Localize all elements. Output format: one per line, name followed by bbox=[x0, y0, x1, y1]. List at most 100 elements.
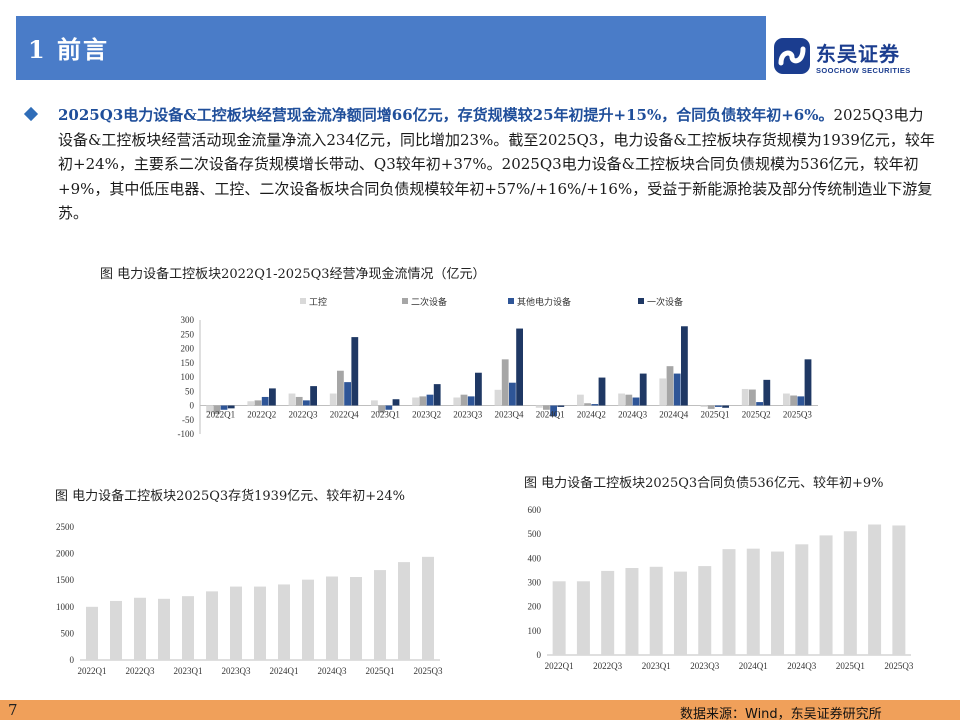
bar bbox=[741, 388, 749, 406]
bar bbox=[632, 397, 640, 406]
bar bbox=[206, 405, 213, 413]
legend-swatch bbox=[300, 298, 306, 304]
bar bbox=[213, 405, 221, 415]
bar bbox=[494, 389, 502, 406]
bar bbox=[804, 359, 812, 406]
bar bbox=[288, 393, 296, 406]
x-tick-label: 2025Q3 bbox=[414, 666, 443, 676]
bar bbox=[700, 405, 708, 407]
bar bbox=[501, 359, 509, 406]
y-tick-label: 1000 bbox=[56, 602, 75, 612]
summary-paragraph: 2025Q3电力设备&工控板块经营现金流净额同增66亿元，存货规模较25年初提升… bbox=[26, 103, 938, 226]
chart2-title: 图 电力设备工控板块2025Q3存货1939亿元、较年初+24% bbox=[55, 489, 406, 504]
summary-block: 2025Q3电力设备&工控板块经营现金流净额同增66亿元，存货规模较25年初提升… bbox=[23, 103, 938, 226]
x-tick-label: 2022Q1 bbox=[545, 661, 574, 671]
bar bbox=[576, 581, 590, 655]
bar bbox=[230, 586, 242, 660]
bar bbox=[681, 326, 688, 406]
y-tick-label: 150 bbox=[181, 358, 195, 368]
bar bbox=[577, 394, 584, 406]
bar bbox=[422, 556, 434, 660]
summary-body: 2025Q3电力设备&工控板块经营活动现金流量净流入234亿元，同比增加23%。… bbox=[58, 106, 935, 222]
bar bbox=[625, 394, 633, 406]
bar bbox=[433, 384, 441, 406]
bar bbox=[398, 562, 410, 660]
bar bbox=[460, 394, 468, 406]
x-tick-label: 2024Q4 bbox=[659, 410, 688, 420]
bar bbox=[892, 525, 906, 655]
bar bbox=[385, 405, 393, 410]
y-tick-label: 100 bbox=[181, 372, 195, 382]
bar bbox=[329, 393, 337, 406]
x-tick-label: 2022Q4 bbox=[330, 410, 359, 420]
legend-label: 其他电力设备 bbox=[517, 296, 571, 307]
bar bbox=[310, 386, 317, 406]
bar bbox=[269, 388, 276, 406]
bar bbox=[722, 405, 729, 408]
y-tick-label: 50 bbox=[185, 386, 195, 396]
bar bbox=[749, 389, 756, 406]
bar bbox=[771, 551, 785, 655]
bar bbox=[220, 405, 228, 410]
legend-label: 二次设备 bbox=[411, 296, 447, 307]
bar bbox=[516, 328, 523, 406]
x-tick-label: 2025Q3 bbox=[884, 661, 913, 671]
bar bbox=[673, 571, 687, 655]
bar bbox=[350, 577, 362, 660]
bar bbox=[756, 402, 763, 406]
footer-bar bbox=[0, 700, 960, 720]
bar bbox=[206, 591, 218, 660]
bar bbox=[344, 382, 351, 406]
x-tick-label: 2023Q3 bbox=[222, 666, 251, 676]
y-tick-label: 1500 bbox=[56, 575, 75, 585]
y-tick-label: 400 bbox=[528, 553, 542, 563]
x-tick-label: 2024Q1 bbox=[739, 661, 768, 671]
bar bbox=[378, 405, 385, 413]
y-tick-label: 2000 bbox=[56, 549, 75, 559]
x-tick-label: 2023Q1 bbox=[371, 410, 400, 420]
x-tick-label: 2022Q1 bbox=[78, 666, 107, 676]
bar bbox=[134, 597, 146, 660]
x-tick-label: 2025Q1 bbox=[836, 661, 865, 671]
y-tick-label: 500 bbox=[61, 628, 75, 638]
x-tick-label: 2022Q3 bbox=[289, 410, 318, 420]
bar bbox=[158, 598, 170, 660]
x-tick-label: 2023Q2 bbox=[412, 410, 441, 420]
y-tick-label: 250 bbox=[181, 329, 195, 339]
legend-swatch bbox=[402, 298, 408, 304]
bar bbox=[374, 570, 386, 660]
bar bbox=[392, 399, 400, 406]
y-tick-label: 0 bbox=[537, 650, 542, 660]
bar bbox=[819, 535, 833, 655]
x-tick-label: 2025Q2 bbox=[742, 410, 771, 420]
x-tick-label: 2022Q1 bbox=[206, 410, 235, 420]
bar bbox=[598, 377, 606, 406]
x-tick-label: 2024Q2 bbox=[577, 410, 606, 420]
bar bbox=[666, 366, 674, 406]
bar bbox=[254, 400, 262, 406]
y-tick-label: 300 bbox=[528, 578, 542, 588]
x-tick-label: 2022Q3 bbox=[126, 666, 155, 676]
bar bbox=[763, 379, 771, 406]
y-tick-label: -100 bbox=[178, 429, 195, 439]
bar bbox=[659, 378, 667, 406]
bar bbox=[722, 549, 736, 655]
header-bar bbox=[16, 16, 766, 80]
x-tick-label: 2023Q4 bbox=[495, 410, 524, 420]
bar bbox=[295, 396, 303, 406]
chart1-title: 图 电力设备工控板块2022Q1-2025Q3经营净现金流情况（亿元） bbox=[100, 267, 486, 282]
x-tick-label: 2024Q3 bbox=[618, 410, 647, 420]
bar bbox=[591, 404, 599, 406]
y-tick-label: 600 bbox=[528, 505, 542, 515]
summary-headline: 2025Q3电力设备&工控板块经营现金流净额同增66亿元，存货规模较25年初提升… bbox=[58, 106, 834, 124]
bar bbox=[790, 395, 797, 406]
bar bbox=[110, 600, 122, 660]
y-tick-label: -50 bbox=[182, 415, 194, 425]
bar bbox=[278, 584, 290, 660]
legend-label: 一次设备 bbox=[647, 296, 683, 307]
x-tick-label: 2022Q2 bbox=[247, 410, 276, 420]
bar bbox=[550, 405, 557, 417]
bar bbox=[843, 531, 857, 655]
y-tick-label: 200 bbox=[528, 602, 542, 612]
bar bbox=[453, 397, 461, 406]
